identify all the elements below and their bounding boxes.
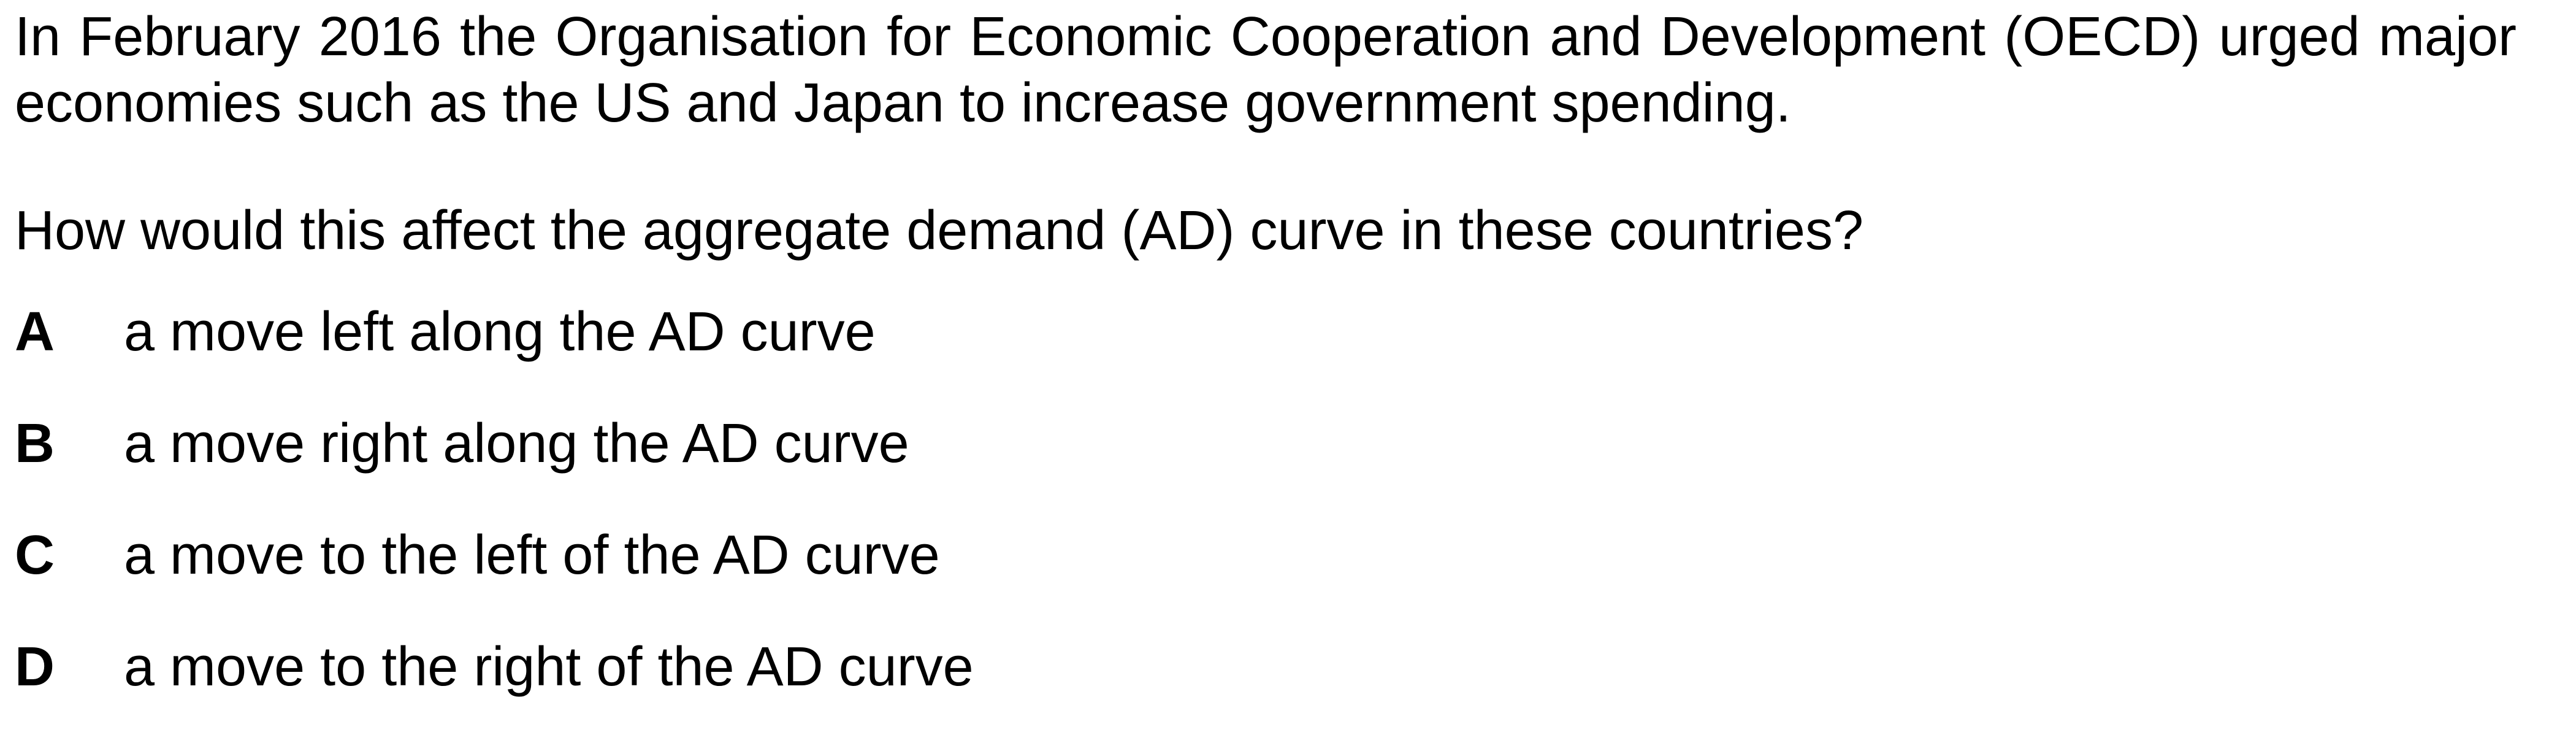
option-text: a move to the right of the AD curve — [124, 636, 974, 698]
option-text: a move to the left of the AD curve — [124, 525, 940, 586]
option-c[interactable]: C a move to the left of the AD curve — [15, 528, 2517, 583]
option-letter: C — [15, 525, 55, 586]
option-letter: D — [15, 636, 55, 698]
option-letter: A — [15, 301, 55, 363]
option-b[interactable]: B a move right along the AD curve — [15, 416, 2517, 471]
option-text: a move left along the AD curve — [124, 301, 876, 363]
question-intro: In February 2016 the Organisation for Ec… — [15, 6, 2517, 134]
option-a[interactable]: A a move left along the AD curve — [15, 304, 2517, 360]
option-d[interactable]: D a move to the right of the AD curve — [15, 639, 2517, 695]
question-page: In February 2016 the Organisation for Ec… — [15, 4, 2517, 751]
option-text: a move right along the AD curve — [124, 413, 909, 474]
option-letter: B — [15, 413, 55, 474]
question-prompt: How would this affect the aggregate dema… — [15, 200, 1863, 261]
answer-options: A a move left along the AD curve B a mov… — [15, 304, 2517, 695]
